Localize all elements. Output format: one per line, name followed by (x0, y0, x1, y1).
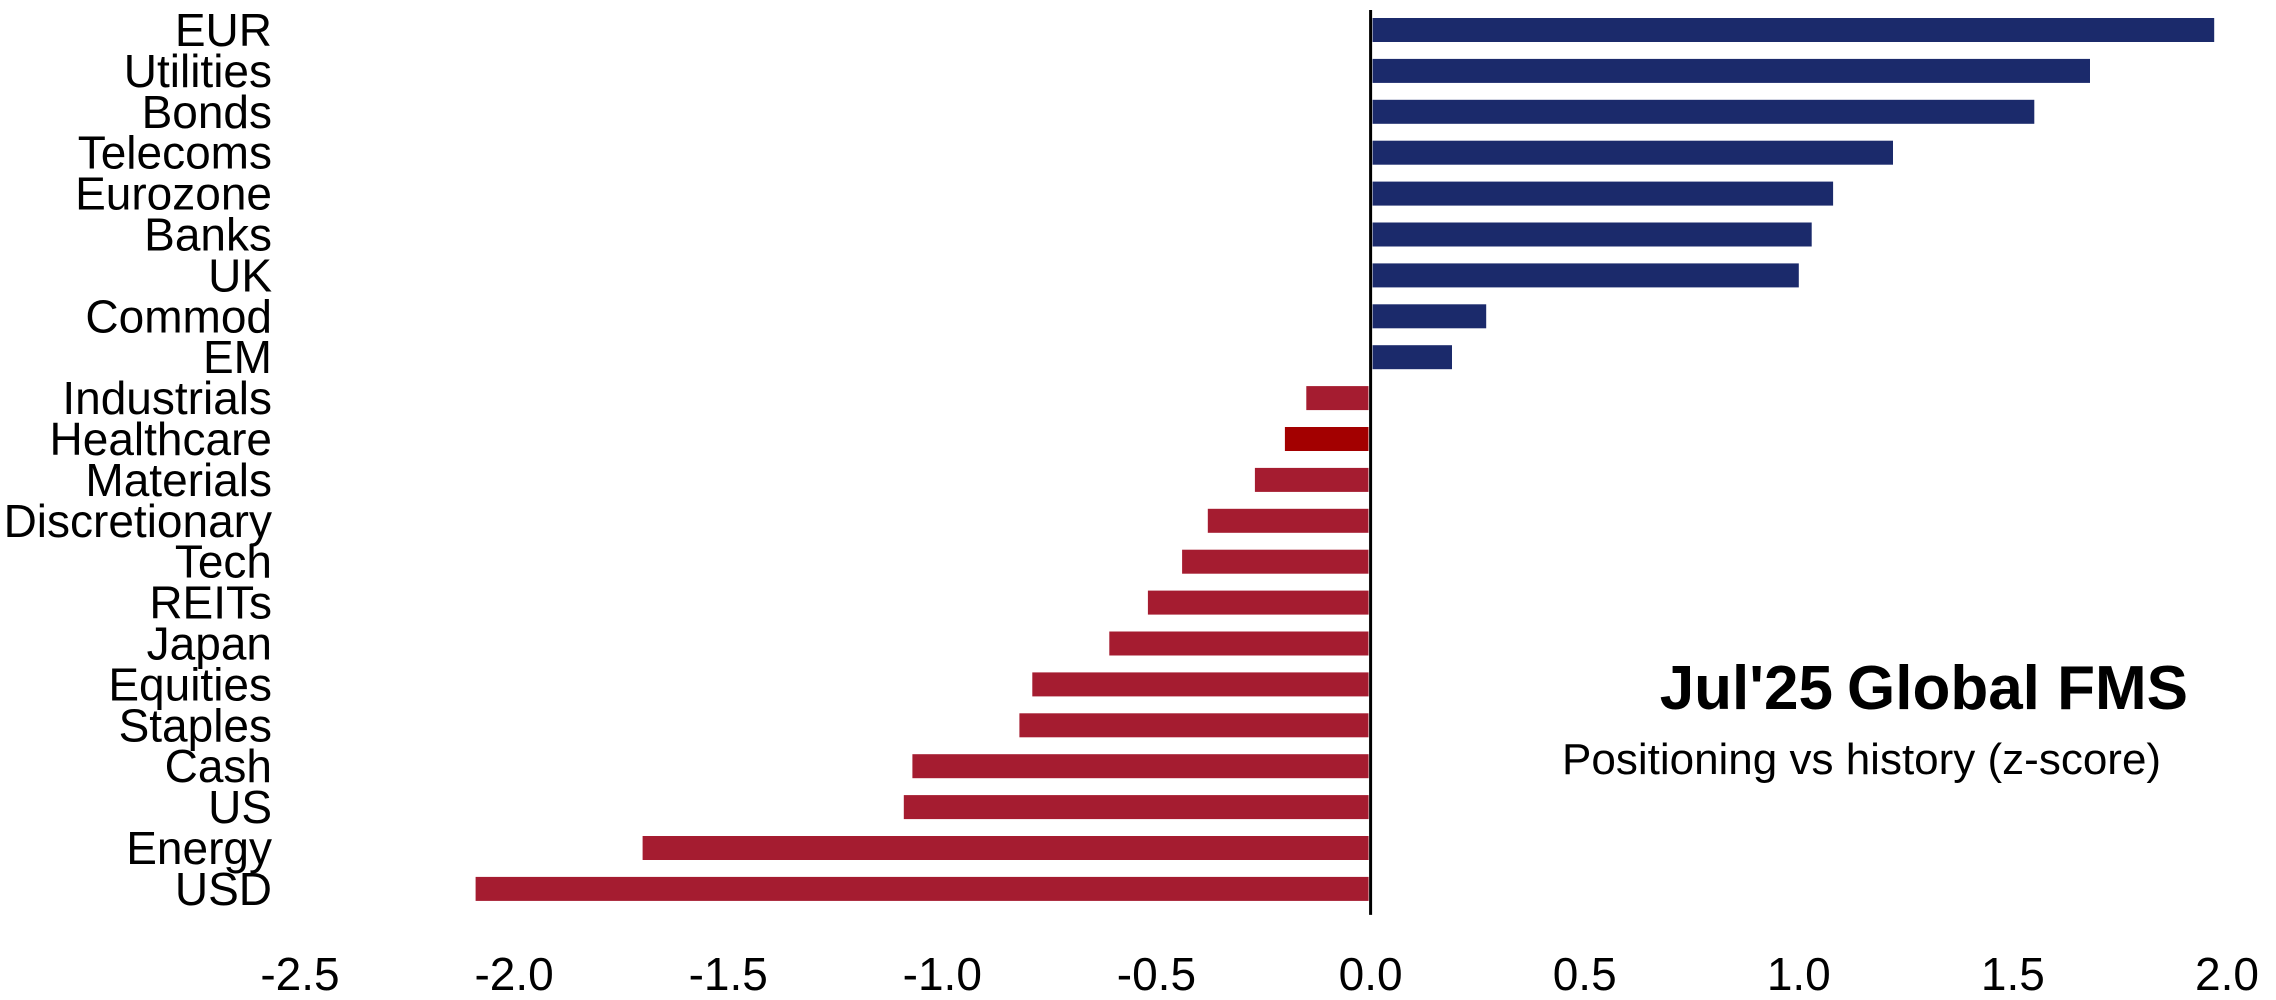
category-label-eur: EUR (175, 4, 272, 56)
category-label-commod: Commod (85, 290, 272, 342)
bar-em (1372, 345, 1452, 370)
x-tick-label: -1.5 (689, 948, 768, 1000)
category-label-usd: USD (175, 863, 272, 915)
category-label-uk: UK (208, 249, 272, 301)
bar-cash (912, 754, 1369, 779)
chart-subtitle: Positioning vs history (z-score) (1562, 735, 2161, 784)
category-label-us: US (208, 781, 272, 833)
bar-equities (1032, 672, 1369, 697)
category-label-banks: Banks (144, 209, 272, 261)
bar-usd (475, 876, 1369, 901)
bar-eurozone (1372, 181, 1834, 206)
bar-staples (1019, 713, 1369, 738)
bar-reits (1147, 590, 1369, 615)
bar-materials (1254, 467, 1369, 492)
category-label-discretionary: Discretionary (4, 495, 272, 547)
bar-healthcare (1284, 427, 1369, 451)
bar-utilities (1372, 58, 2090, 83)
bar-bonds (1372, 99, 2035, 124)
category-label-eurozone: Eurozone (75, 168, 272, 220)
chart-title-block: Jul'25 Global FMS Positioning vs history… (1562, 654, 2188, 784)
category-labels-group: EURUtilitiesBondsTelecomsEurozoneBanksUK… (4, 4, 273, 915)
category-label-energy: Energy (126, 822, 272, 874)
bar-commod (1372, 304, 1487, 329)
category-label-em: EM (203, 331, 272, 383)
category-label-industrials: Industrials (62, 372, 272, 424)
category-label-staples: Staples (119, 699, 272, 751)
category-label-tech: Tech (175, 536, 272, 588)
category-label-cash: Cash (165, 740, 272, 792)
category-label-equities: Equities (108, 658, 272, 710)
bar-eur (1372, 18, 2215, 42)
category-label-reits: REITs (149, 577, 272, 629)
bar-uk (1372, 263, 1799, 288)
x-tick-label: -1.0 (903, 948, 982, 1000)
chart-title-prefix: Jul'25 (1660, 654, 1833, 723)
x-tick-label: 1.0 (1767, 948, 1831, 1000)
bar-japan (1109, 631, 1369, 656)
x-tick-label: -0.5 (1117, 948, 1196, 1000)
x-tick-label: -2.0 (474, 948, 553, 1000)
bar-banks (1372, 222, 1812, 247)
x-tick-label: 0.5 (1553, 948, 1617, 1000)
bar-tech (1182, 549, 1369, 574)
bar-discretionary (1207, 508, 1369, 533)
category-label-telecoms: Telecoms (78, 127, 272, 179)
bar-us (903, 795, 1369, 820)
x-tick-label: 1.5 (1981, 948, 2045, 1000)
category-label-utilities: Utilities (124, 45, 272, 97)
category-label-healthcare: Healthcare (50, 413, 272, 465)
x-tick-label: -2.5 (260, 948, 339, 1000)
bar-telecoms (1372, 140, 1893, 165)
category-label-japan: Japan (147, 618, 272, 670)
chart-title: Global FMS (1847, 654, 2188, 723)
category-label-bonds: Bonds (142, 86, 272, 138)
category-label-materials: Materials (85, 454, 272, 506)
x-tick-label: 2.0 (2195, 948, 2259, 1000)
x-tick-label: 0.0 (1339, 948, 1403, 1000)
bars-group (475, 18, 2215, 901)
bar-industrials (1306, 386, 1369, 411)
bar-energy (642, 836, 1369, 860)
x-tick-labels-group: -2.5 -2.0 -1.5 -1.0 -0.5 0.0 0.5 1.0 1.5 2.0 (260, 948, 2259, 1000)
